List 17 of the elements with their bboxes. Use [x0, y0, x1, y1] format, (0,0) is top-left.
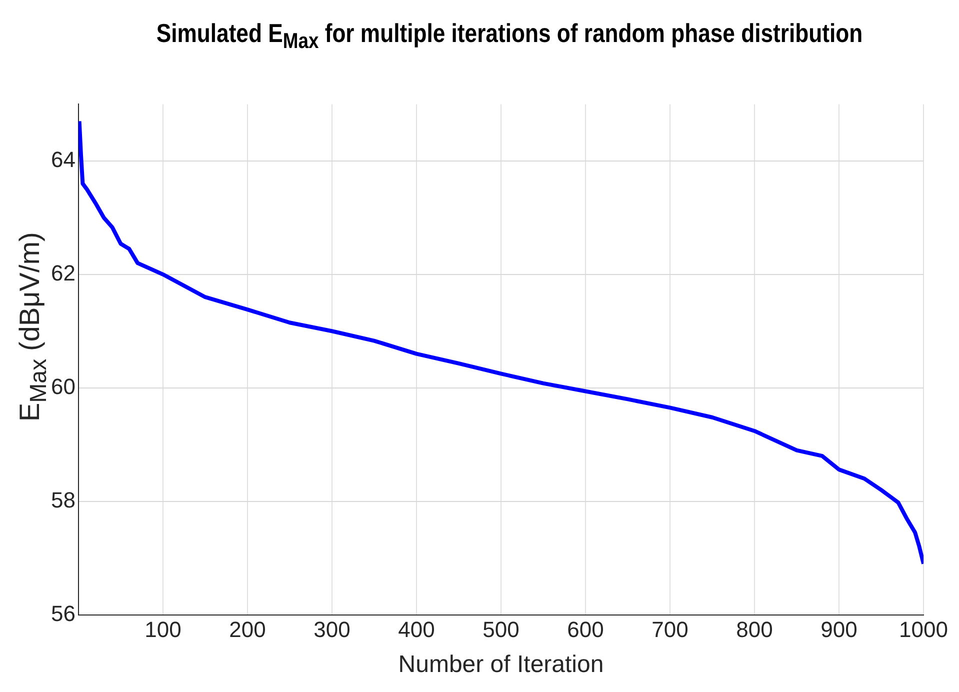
x-tick-label: 600 — [567, 617, 604, 642]
x-axis-title: Number of Iteration — [398, 651, 604, 678]
x-tick-label: 200 — [229, 617, 266, 642]
y-tick-label: 62 — [50, 260, 76, 286]
x-tick-label: 700 — [652, 617, 688, 642]
x-tick-label: 100 — [144, 617, 182, 642]
y-tick-label: 58 — [50, 487, 76, 512]
x-tick-label: 900 — [820, 617, 858, 642]
x-tick-label: 1000 — [899, 617, 948, 642]
x-tick-label: 800 — [736, 617, 773, 642]
y-tick-label: 56 — [50, 600, 76, 626]
chart-title: Simulated E$_{Max}$ for multiple iterations of random phase distribution — [155, 18, 864, 54]
x-tick-label: 300 — [314, 617, 350, 642]
y-tick-label: 64 — [50, 146, 76, 172]
x-tick-label: 500 — [482, 617, 520, 642]
y-tick-label: 60 — [50, 374, 76, 399]
x-tick-label: 400 — [398, 617, 435, 642]
